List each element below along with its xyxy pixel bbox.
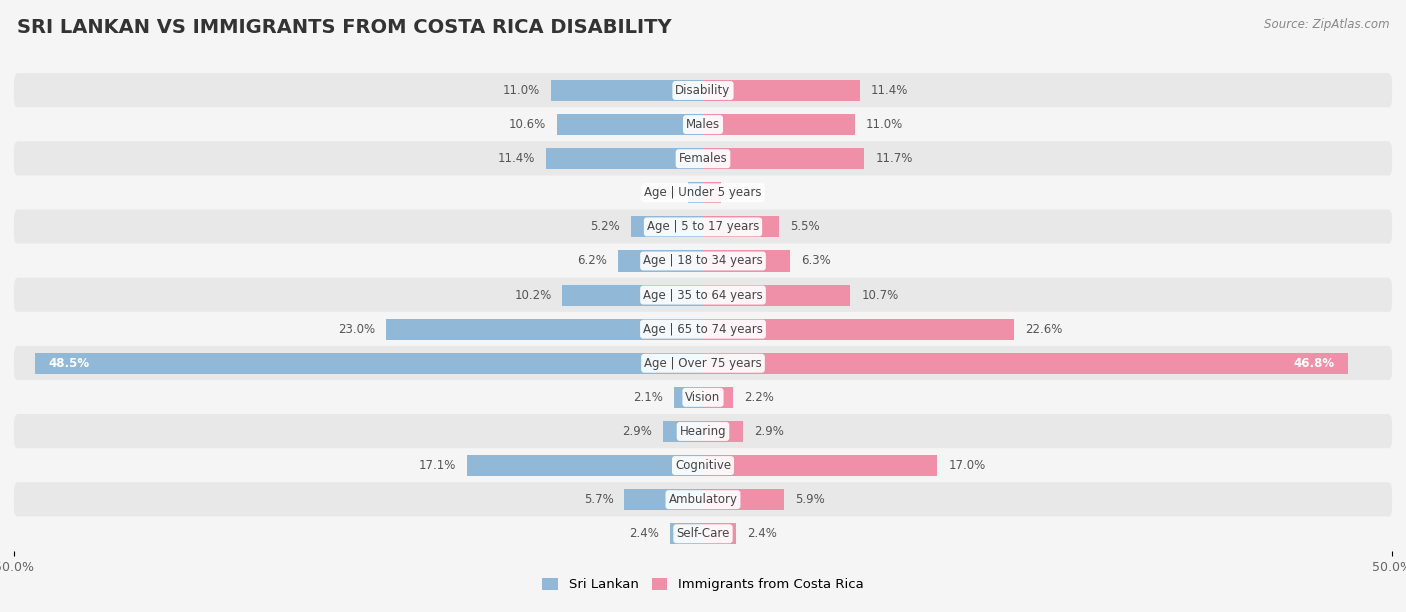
Text: Ambulatory: Ambulatory <box>668 493 738 506</box>
Text: Self-Care: Self-Care <box>676 528 730 540</box>
Legend: Sri Lankan, Immigrants from Costa Rica: Sri Lankan, Immigrants from Costa Rica <box>537 573 869 597</box>
Text: 2.2%: 2.2% <box>744 391 775 404</box>
Text: 5.5%: 5.5% <box>790 220 820 233</box>
Text: Females: Females <box>679 152 727 165</box>
Text: 10.6%: 10.6% <box>509 118 546 131</box>
Text: Cognitive: Cognitive <box>675 459 731 472</box>
Bar <box>617 250 703 272</box>
Text: 17.1%: 17.1% <box>419 459 457 472</box>
Text: Age | 5 to 17 years: Age | 5 to 17 years <box>647 220 759 233</box>
Bar <box>703 455 938 476</box>
FancyBboxPatch shape <box>14 176 1392 210</box>
Text: 2.4%: 2.4% <box>628 528 659 540</box>
Text: 11.4%: 11.4% <box>498 152 534 165</box>
Text: Hearing: Hearing <box>679 425 727 438</box>
Text: Source: ZipAtlas.com: Source: ZipAtlas.com <box>1264 18 1389 31</box>
Bar <box>562 285 703 305</box>
FancyBboxPatch shape <box>14 209 1392 244</box>
FancyBboxPatch shape <box>14 380 1392 415</box>
Text: 2.1%: 2.1% <box>633 391 664 404</box>
Text: Age | 35 to 64 years: Age | 35 to 64 years <box>643 289 763 302</box>
Text: 6.2%: 6.2% <box>576 255 606 267</box>
Bar <box>624 489 703 510</box>
Text: Age | 18 to 34 years: Age | 18 to 34 years <box>643 255 763 267</box>
FancyBboxPatch shape <box>14 448 1392 483</box>
Bar <box>703 319 1014 340</box>
Bar <box>703 353 1348 374</box>
Text: SRI LANKAN VS IMMIGRANTS FROM COSTA RICA DISABILITY: SRI LANKAN VS IMMIGRANTS FROM COSTA RICA… <box>17 18 672 37</box>
Bar <box>703 250 790 272</box>
Text: 2.9%: 2.9% <box>621 425 652 438</box>
Text: 10.7%: 10.7% <box>862 289 898 302</box>
Bar <box>703 421 742 442</box>
FancyBboxPatch shape <box>14 141 1392 176</box>
Bar <box>467 455 703 476</box>
Text: 1.1%: 1.1% <box>647 186 676 200</box>
Text: 17.0%: 17.0% <box>948 459 986 472</box>
FancyBboxPatch shape <box>14 482 1392 517</box>
Bar <box>703 285 851 305</box>
Text: 5.7%: 5.7% <box>583 493 613 506</box>
Bar <box>546 148 703 170</box>
FancyBboxPatch shape <box>14 73 1392 108</box>
Bar <box>703 523 737 544</box>
FancyBboxPatch shape <box>14 107 1392 142</box>
Text: 48.5%: 48.5% <box>48 357 90 370</box>
FancyBboxPatch shape <box>14 312 1392 346</box>
Bar <box>688 182 703 203</box>
Text: Age | Under 5 years: Age | Under 5 years <box>644 186 762 200</box>
Text: 11.4%: 11.4% <box>872 84 908 97</box>
Bar <box>703 148 865 170</box>
Text: 10.2%: 10.2% <box>515 289 551 302</box>
Text: 1.3%: 1.3% <box>733 186 762 200</box>
FancyBboxPatch shape <box>14 346 1392 381</box>
Text: 11.0%: 11.0% <box>503 84 540 97</box>
Text: 5.9%: 5.9% <box>796 493 825 506</box>
Bar <box>703 80 860 101</box>
Text: 11.7%: 11.7% <box>875 152 912 165</box>
Bar <box>664 421 703 442</box>
Bar <box>35 353 703 374</box>
Text: 46.8%: 46.8% <box>1294 357 1334 370</box>
Bar <box>703 387 734 408</box>
Text: 22.6%: 22.6% <box>1025 323 1063 335</box>
Text: Vision: Vision <box>685 391 721 404</box>
Text: 11.0%: 11.0% <box>866 118 903 131</box>
Bar <box>703 489 785 510</box>
Text: Age | 65 to 74 years: Age | 65 to 74 years <box>643 323 763 335</box>
Text: 2.4%: 2.4% <box>747 528 778 540</box>
Text: 6.3%: 6.3% <box>801 255 831 267</box>
Text: Age | Over 75 years: Age | Over 75 years <box>644 357 762 370</box>
Bar <box>703 182 721 203</box>
Bar <box>669 523 703 544</box>
Text: 23.0%: 23.0% <box>337 323 375 335</box>
Bar <box>703 216 779 237</box>
FancyBboxPatch shape <box>14 244 1392 278</box>
FancyBboxPatch shape <box>14 278 1392 313</box>
Text: Disability: Disability <box>675 84 731 97</box>
Bar <box>703 114 855 135</box>
Bar <box>551 80 703 101</box>
Text: 5.2%: 5.2% <box>591 220 620 233</box>
Text: Males: Males <box>686 118 720 131</box>
Bar <box>631 216 703 237</box>
Text: 2.9%: 2.9% <box>754 425 785 438</box>
FancyBboxPatch shape <box>14 517 1392 551</box>
Bar <box>557 114 703 135</box>
FancyBboxPatch shape <box>14 414 1392 449</box>
Bar <box>673 387 703 408</box>
Bar <box>387 319 703 340</box>
